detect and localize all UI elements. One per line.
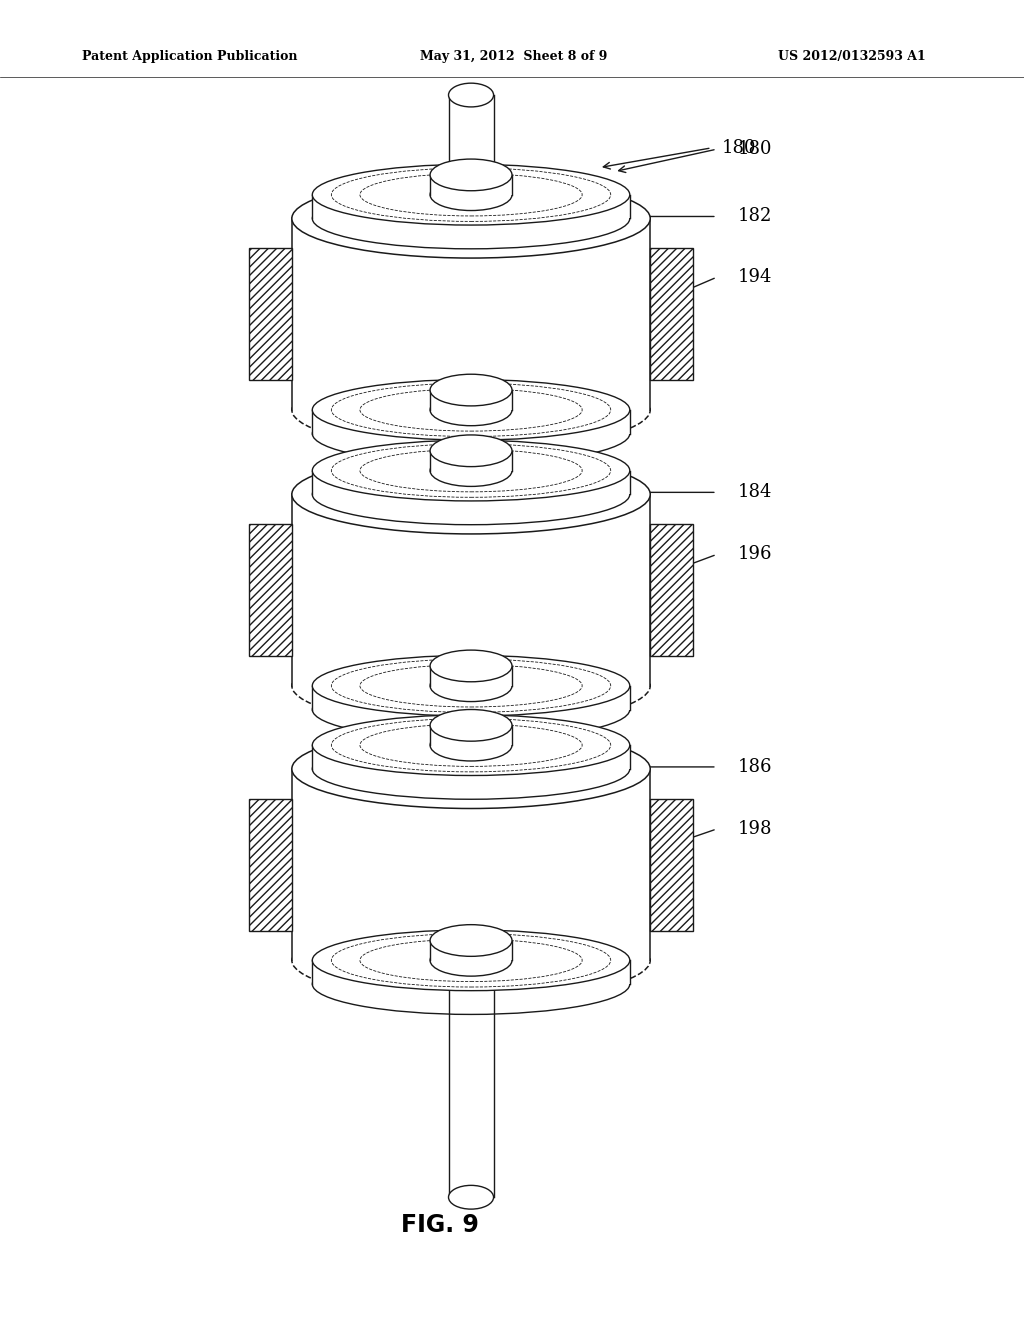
Ellipse shape [292, 370, 650, 449]
Ellipse shape [449, 482, 494, 506]
Polygon shape [430, 391, 512, 409]
Bar [249, 248, 292, 380]
Polygon shape [430, 450, 512, 470]
Ellipse shape [312, 953, 630, 1015]
Text: Patent Application Publication: Patent Application Publication [82, 50, 297, 63]
Ellipse shape [449, 1185, 494, 1209]
Ellipse shape [312, 189, 630, 248]
Bar [650, 524, 693, 656]
Text: 188: 188 [343, 334, 378, 352]
Ellipse shape [292, 454, 650, 533]
Ellipse shape [292, 729, 650, 808]
Ellipse shape [312, 655, 630, 715]
Polygon shape [430, 726, 512, 744]
Ellipse shape [312, 715, 630, 776]
Polygon shape [312, 470, 630, 494]
Ellipse shape [292, 645, 650, 725]
Bar [249, 799, 292, 931]
Polygon shape [312, 961, 630, 985]
Bar [249, 524, 292, 656]
Polygon shape [449, 391, 494, 494]
Ellipse shape [292, 180, 650, 259]
Polygon shape [449, 985, 494, 1197]
Polygon shape [292, 494, 650, 685]
Ellipse shape [312, 678, 630, 739]
Ellipse shape [312, 929, 630, 990]
Text: 184: 184 [737, 483, 772, 502]
Ellipse shape [430, 710, 512, 742]
Ellipse shape [312, 165, 630, 224]
Text: 190: 190 [343, 611, 378, 630]
Polygon shape [312, 195, 630, 218]
Ellipse shape [430, 180, 512, 210]
Ellipse shape [430, 729, 512, 760]
Text: 198: 198 [737, 820, 772, 838]
Ellipse shape [449, 83, 494, 107]
Ellipse shape [430, 454, 512, 486]
Ellipse shape [312, 739, 630, 799]
Text: US 2012/0132593 A1: US 2012/0132593 A1 [778, 50, 926, 63]
Ellipse shape [430, 925, 512, 956]
Polygon shape [449, 95, 494, 174]
Text: 186: 186 [737, 758, 772, 776]
Ellipse shape [449, 758, 494, 780]
Ellipse shape [449, 972, 494, 997]
Text: 192: 192 [343, 886, 378, 904]
Polygon shape [449, 665, 494, 768]
Ellipse shape [430, 158, 512, 190]
Ellipse shape [312, 404, 630, 465]
Ellipse shape [312, 380, 630, 441]
Text: 182: 182 [737, 207, 772, 226]
Ellipse shape [449, 378, 494, 401]
Ellipse shape [430, 945, 512, 977]
Ellipse shape [430, 434, 512, 466]
Ellipse shape [430, 393, 512, 425]
Ellipse shape [449, 162, 494, 186]
Ellipse shape [430, 375, 512, 407]
Ellipse shape [292, 921, 650, 1001]
Bar [650, 799, 693, 931]
Bar [650, 248, 693, 380]
Polygon shape [292, 768, 650, 961]
Polygon shape [312, 744, 630, 768]
Text: FIG. 9: FIG. 9 [401, 1213, 479, 1237]
Polygon shape [430, 940, 512, 961]
Text: May 31, 2012  Sheet 8 of 9: May 31, 2012 Sheet 8 of 9 [420, 50, 607, 63]
Text: 196: 196 [737, 545, 772, 564]
Text: 194: 194 [737, 268, 772, 286]
Text: 180: 180 [722, 139, 757, 157]
Polygon shape [430, 174, 512, 195]
Ellipse shape [312, 463, 630, 524]
Polygon shape [430, 665, 512, 685]
Polygon shape [312, 685, 630, 710]
Polygon shape [292, 218, 650, 409]
Ellipse shape [430, 669, 512, 702]
Ellipse shape [430, 649, 512, 681]
Ellipse shape [312, 440, 630, 500]
Text: 180: 180 [737, 140, 772, 158]
Ellipse shape [449, 653, 494, 678]
Polygon shape [312, 409, 630, 433]
